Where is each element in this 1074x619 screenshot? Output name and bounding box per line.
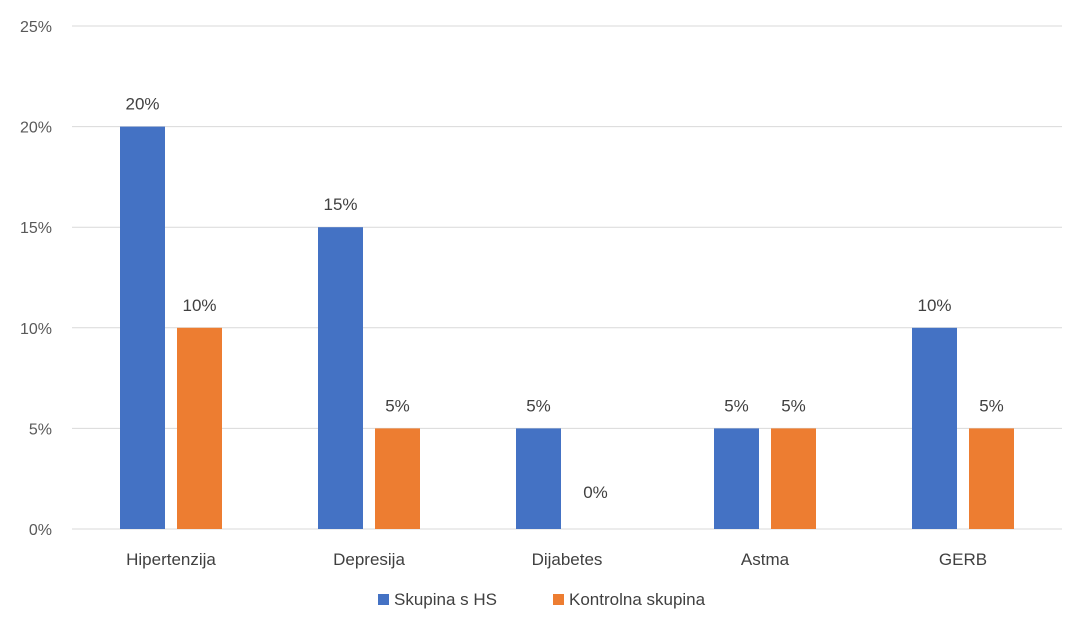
- data-label: 5%: [385, 396, 410, 415]
- data-labels: 20% 10% 15% 5% 5% 0% 5% 5% 10% 5%: [125, 95, 1003, 502]
- bar: [177, 328, 222, 529]
- legend-label: Kontrolna skupina: [569, 590, 706, 609]
- data-label: 5%: [781, 396, 806, 415]
- bar: [120, 127, 165, 529]
- legend-swatch: [378, 594, 389, 605]
- data-label: 5%: [526, 396, 551, 415]
- legend-swatch: [553, 594, 564, 605]
- category-label: Depresija: [333, 550, 405, 569]
- y-axis-ticks: 0% 5% 10% 15% 20% 25%: [20, 19, 52, 539]
- y-tick-label: 0%: [29, 522, 52, 539]
- bar: [318, 227, 363, 529]
- data-label: 0%: [583, 483, 608, 502]
- data-label: 10%: [917, 296, 951, 315]
- data-label: 15%: [323, 195, 357, 214]
- category-label: Dijabetes: [532, 550, 603, 569]
- bar: [375, 428, 420, 529]
- data-label: 20%: [125, 95, 159, 114]
- y-tick-label: 10%: [20, 321, 52, 338]
- y-tick-label: 25%: [20, 19, 52, 36]
- bar: [516, 428, 561, 529]
- category-label: GERB: [939, 550, 987, 569]
- data-label: 5%: [724, 396, 749, 415]
- bar: [912, 328, 957, 529]
- y-tick-label: 5%: [29, 421, 52, 438]
- legend-label: Skupina s HS: [394, 590, 497, 609]
- category-label: Hipertenzija: [126, 550, 216, 569]
- category-label: Astma: [741, 550, 790, 569]
- legend: Skupina s HS Kontrolna skupina: [378, 590, 706, 609]
- bar: [714, 428, 759, 529]
- data-label: 10%: [182, 296, 216, 315]
- bar: [771, 428, 816, 529]
- data-label: 5%: [979, 396, 1004, 415]
- x-axis-categories: Hipertenzija Depresija Dijabetes Astma GERB: [126, 550, 987, 569]
- y-tick-label: 20%: [20, 120, 52, 137]
- y-tick-label: 15%: [20, 220, 52, 237]
- bar: [969, 428, 1014, 529]
